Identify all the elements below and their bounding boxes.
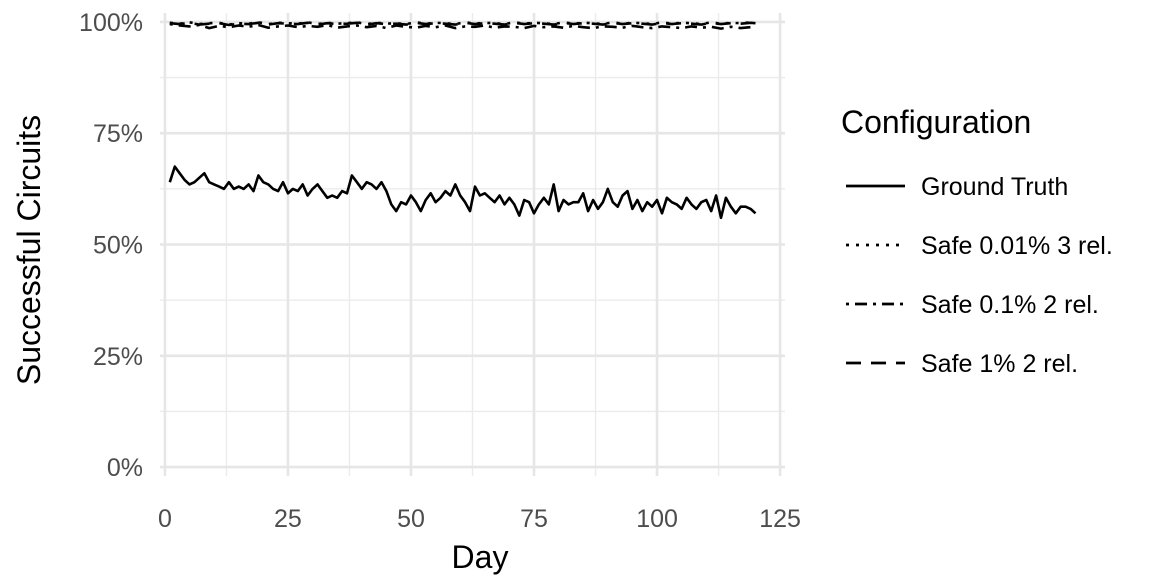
series-lines <box>168 21 757 220</box>
legend-label: Ground Truth <box>921 173 1068 201</box>
series-line-safe-0-1-2-rel <box>169 22 756 30</box>
y-tick-label: 0% <box>107 454 143 482</box>
series-line-ground-truth <box>168 165 757 220</box>
x-tick-label: 25 <box>274 505 302 533</box>
x-tick-label: 125 <box>759 505 801 533</box>
y-axis-title: Successful Circuits <box>11 115 47 385</box>
x-axis-title: Day <box>452 539 509 575</box>
x-tick-label: 50 <box>397 505 425 533</box>
y-tick-label: 25% <box>93 343 143 371</box>
x-tick-label: 75 <box>520 505 548 533</box>
x-tick-label: 0 <box>158 505 172 533</box>
major-gridlines <box>160 13 785 476</box>
y-axis-tick-labels: 0% 25% 50% 75% 100% <box>79 9 143 482</box>
x-tick-label: 100 <box>636 505 678 533</box>
legend-label: Safe 0.1% 2 rel. <box>921 291 1099 319</box>
legend: Configuration Ground Truth Safe 0.01% 3 r… <box>841 104 1113 378</box>
y-tick-label: 50% <box>93 232 143 260</box>
x-axis-tick-labels: 0 25 50 75 100 125 <box>158 505 801 533</box>
legend-label: Safe 0.01% 3 rel. <box>921 232 1113 260</box>
y-tick-label: 75% <box>93 120 143 148</box>
legend-items: Ground Truth Safe 0.01% 3 rel. Safe 0.1% 2… <box>846 173 1113 378</box>
legend-title: Configuration <box>841 104 1031 140</box>
legend-label: Safe 1% 2 rel. <box>921 350 1078 378</box>
y-tick-label: 100% <box>79 9 143 37</box>
